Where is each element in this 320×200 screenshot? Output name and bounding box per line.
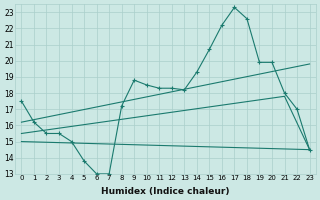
X-axis label: Humidex (Indice chaleur): Humidex (Indice chaleur): [101, 187, 230, 196]
